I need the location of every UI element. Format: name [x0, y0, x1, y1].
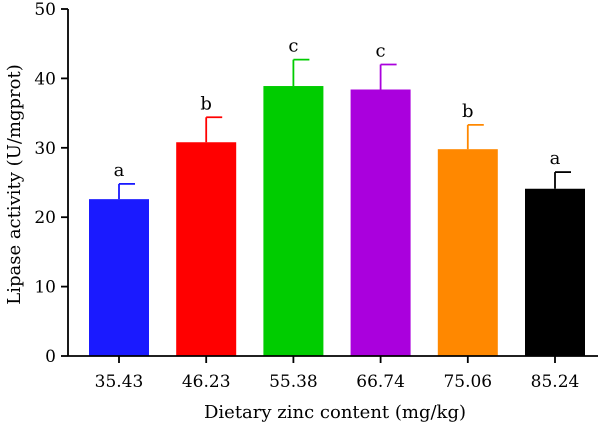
bar-75.06 — [437, 149, 498, 356]
x-tick-label: 35.43 — [95, 372, 144, 392]
y-tick-label: 10 — [34, 278, 56, 298]
error-bars-layer — [118, 58, 571, 200]
bar-46.23 — [176, 142, 237, 356]
bar-35.43 — [89, 199, 149, 356]
significance-letter: b — [200, 93, 212, 114]
bars-layer — [89, 86, 585, 356]
significance-letter: a — [114, 160, 125, 181]
y-tick-label: 50 — [34, 0, 56, 20]
x-tick-label: 46.23 — [182, 372, 231, 392]
x-tick-label: 85.24 — [531, 372, 580, 392]
significance-letter: b — [462, 101, 474, 122]
y-tick-label: 40 — [34, 69, 56, 89]
y-tick-label: 0 — [45, 347, 56, 367]
y-axis-title: Lipase activity (U/mgprot) — [4, 64, 25, 305]
y-tick-label: 30 — [34, 139, 56, 159]
significance-letter: a — [550, 148, 561, 169]
y-tick-label: 20 — [34, 208, 56, 228]
axes-layer — [67, 9, 598, 357]
x-tick-label: 55.38 — [269, 372, 318, 392]
x-tick-label: 66.74 — [356, 372, 405, 392]
bar-66.74 — [350, 89, 411, 356]
x-tick-label: 75.06 — [443, 372, 492, 392]
x-axis-title: Dietary zinc content (mg/kg) — [204, 402, 466, 423]
significance-letter: c — [288, 36, 298, 57]
bar-55.38 — [263, 86, 324, 356]
y-ticks: 0 10 20 30 40 50 — [34, 0, 68, 367]
x-ticks: 35.43 46.23 55.38 66.74 75.06 85.24 — [95, 356, 580, 392]
bar-85.24 — [525, 188, 585, 356]
significance-labels: a b c c b a — [114, 36, 561, 181]
significance-letter: c — [376, 41, 386, 62]
